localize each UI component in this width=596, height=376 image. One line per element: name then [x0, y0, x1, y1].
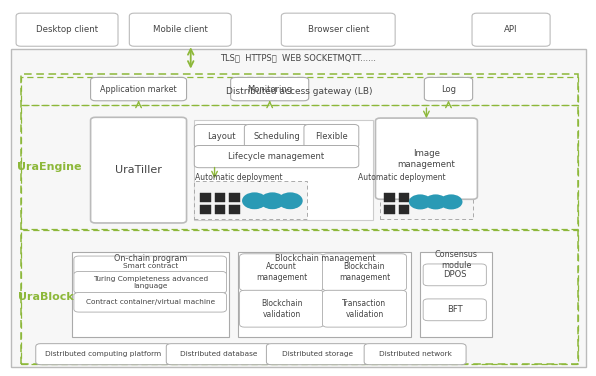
Ellipse shape — [260, 193, 285, 209]
FancyBboxPatch shape — [240, 254, 324, 291]
Text: Automatic deployment: Automatic deployment — [194, 173, 283, 182]
Ellipse shape — [424, 194, 447, 209]
FancyBboxPatch shape — [74, 293, 226, 312]
Bar — [229, 205, 240, 214]
Bar — [399, 205, 409, 214]
Text: On-chain program: On-chain program — [114, 254, 187, 263]
Bar — [229, 193, 240, 202]
Ellipse shape — [278, 193, 303, 209]
Text: Consensus
module: Consensus module — [434, 250, 477, 270]
FancyBboxPatch shape — [472, 13, 550, 46]
Text: Contract container/virtual machine: Contract container/virtual machine — [86, 299, 215, 305]
FancyBboxPatch shape — [423, 299, 486, 321]
Bar — [21, 77, 578, 105]
FancyBboxPatch shape — [281, 13, 395, 46]
FancyBboxPatch shape — [129, 13, 231, 46]
FancyBboxPatch shape — [74, 256, 226, 276]
Text: Mobile client: Mobile client — [153, 25, 208, 34]
Bar — [420, 252, 492, 337]
Text: Scheduling: Scheduling — [253, 132, 300, 141]
Text: Automatic deployment: Automatic deployment — [358, 173, 446, 182]
Text: API: API — [504, 25, 518, 34]
Ellipse shape — [409, 194, 432, 209]
FancyBboxPatch shape — [322, 290, 406, 327]
FancyBboxPatch shape — [424, 77, 473, 101]
Text: Blockchain
management: Blockchain management — [339, 262, 390, 282]
Text: Blockchain
validation: Blockchain validation — [261, 299, 302, 319]
Text: Smart contract: Smart contract — [123, 263, 178, 269]
Text: Monitoring: Monitoring — [247, 85, 292, 94]
Text: UraEngine: UraEngine — [17, 162, 82, 172]
Ellipse shape — [242, 193, 267, 209]
Text: Distributed computing platform: Distributed computing platform — [45, 351, 162, 357]
Text: Distributed access gateway (LB): Distributed access gateway (LB) — [226, 87, 372, 96]
Bar — [194, 181, 307, 219]
Bar — [11, 49, 586, 367]
FancyBboxPatch shape — [244, 124, 309, 148]
Bar — [200, 205, 211, 214]
FancyBboxPatch shape — [194, 124, 249, 148]
Bar — [399, 193, 409, 202]
Text: UraTiller: UraTiller — [115, 165, 162, 175]
Text: Application market: Application market — [100, 85, 177, 94]
FancyBboxPatch shape — [240, 290, 324, 327]
FancyBboxPatch shape — [423, 264, 486, 286]
FancyBboxPatch shape — [194, 146, 359, 168]
Bar — [194, 120, 372, 220]
Text: BFT: BFT — [447, 305, 462, 314]
Text: Transaction
validation: Transaction validation — [342, 299, 387, 319]
Bar — [21, 105, 578, 229]
Text: Log: Log — [441, 85, 456, 94]
Bar — [200, 193, 211, 202]
Bar — [215, 205, 225, 214]
Bar — [384, 205, 395, 214]
Text: UraBlock: UraBlock — [18, 292, 74, 302]
FancyBboxPatch shape — [91, 117, 187, 223]
Bar — [384, 193, 395, 202]
Text: Layout: Layout — [207, 132, 236, 141]
Text: Image
management: Image management — [398, 149, 455, 169]
Text: Lifecycle management: Lifecycle management — [228, 152, 325, 161]
Bar — [72, 252, 229, 337]
FancyBboxPatch shape — [266, 344, 368, 365]
FancyBboxPatch shape — [231, 77, 309, 101]
Bar — [238, 252, 411, 337]
FancyBboxPatch shape — [375, 118, 477, 199]
Text: Distributed database: Distributed database — [180, 351, 257, 357]
FancyBboxPatch shape — [322, 254, 406, 291]
Bar — [215, 193, 225, 202]
FancyBboxPatch shape — [304, 124, 359, 148]
Text: Browser client: Browser client — [308, 25, 369, 34]
Text: DPOS: DPOS — [443, 270, 467, 279]
FancyBboxPatch shape — [74, 271, 226, 293]
FancyBboxPatch shape — [36, 344, 170, 365]
Bar — [380, 181, 473, 219]
FancyBboxPatch shape — [166, 344, 271, 365]
Ellipse shape — [440, 194, 462, 209]
Text: Distributed network: Distributed network — [378, 351, 452, 357]
Text: Blockchain management: Blockchain management — [275, 254, 375, 263]
Text: Flexible: Flexible — [315, 132, 347, 141]
Bar — [21, 230, 578, 364]
Text: TLS，  HTTPS，  WEB SOCKETMQTT......: TLS， HTTPS， WEB SOCKETMQTT...... — [221, 54, 377, 63]
Text: Distributed storage: Distributed storage — [282, 351, 353, 357]
FancyBboxPatch shape — [16, 13, 118, 46]
Text: Turing Completeness advanced
language: Turing Completeness advanced language — [92, 276, 208, 289]
Bar — [21, 74, 578, 364]
FancyBboxPatch shape — [364, 344, 466, 365]
Text: Desktop client: Desktop client — [36, 25, 98, 34]
FancyBboxPatch shape — [91, 77, 187, 101]
Text: Account
management: Account management — [256, 262, 307, 282]
